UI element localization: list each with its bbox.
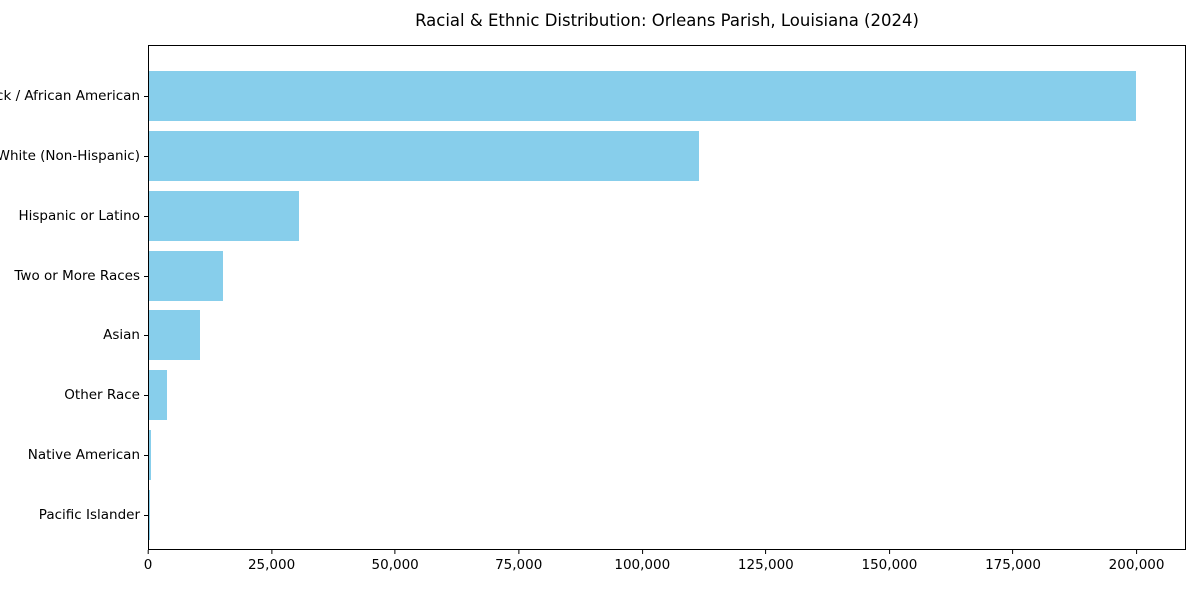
- x-tick-label: 175,000: [985, 557, 1041, 573]
- x-tick-mark: [1136, 550, 1138, 554]
- bar: [149, 190, 299, 241]
- x-tick-label: 25,000: [247, 557, 296, 573]
- y-tick-label: Other Race: [64, 387, 140, 404]
- x-tick: 25,000: [248, 550, 295, 573]
- x-tick-label: 50,000: [371, 557, 419, 573]
- x-tick: 75,000: [495, 550, 542, 573]
- bar: [149, 70, 1136, 121]
- bar-row: Native American: [28, 425, 1185, 485]
- x-tick-mark: [147, 550, 149, 554]
- y-tick-mark: [144, 515, 148, 517]
- x-tick-label: 150,000: [861, 557, 918, 573]
- y-tick-mark: [144, 95, 148, 97]
- bar: [149, 370, 168, 421]
- x-tick-label: 100,000: [614, 557, 671, 573]
- chart-title: Racial & Ethnic Distribution: Orleans Pa…: [415, 11, 919, 30]
- bar: [149, 430, 152, 481]
- x-tick-label: 0: [143, 557, 153, 573]
- y-tick-label: Two or More Races: [14, 267, 140, 284]
- x-tick-mark: [271, 550, 273, 554]
- x-tick-mark: [765, 550, 767, 554]
- y-tick-mark: [144, 395, 148, 397]
- x-axis: 0 25,000 50,000 75,000 100,000 125,000 1…: [144, 550, 1186, 580]
- bar-row: Hispanic or Latino: [18, 186, 1185, 246]
- y-tick-label: Black / African American: [0, 87, 140, 104]
- x-tick: 200,000: [1108, 550, 1165, 573]
- x-tick: 50,000: [372, 550, 419, 573]
- y-tick-mark: [144, 275, 148, 277]
- plot-area: Black / African American White (Non-Hisp…: [0, 45, 1186, 550]
- bar-row: Two or More Races: [14, 246, 1185, 306]
- y-tick-label: Pacific Islander: [38, 507, 140, 524]
- y-tick-label: Hispanic or Latino: [18, 207, 140, 224]
- bar: [149, 490, 150, 541]
- bar-row: Asian: [103, 306, 1185, 366]
- x-tick-mark: [518, 550, 520, 554]
- x-tick: 0: [143, 550, 153, 573]
- x-tick-mark: [641, 550, 643, 554]
- x-tick-label: 200,000: [1108, 557, 1165, 573]
- bar-row: Black / African American: [0, 66, 1185, 126]
- bar: [149, 130, 700, 181]
- x-tick: 100,000: [614, 550, 670, 573]
- bar: [149, 310, 200, 361]
- bar-row: Other Race: [64, 365, 1185, 425]
- x-tick: 175,000: [985, 550, 1041, 573]
- x-tick: 125,000: [738, 550, 794, 573]
- y-tick-label: White (Non-Hispanic): [0, 147, 140, 164]
- x-tick-mark: [888, 550, 890, 554]
- x-tick: 150,000: [861, 550, 918, 573]
- x-tick-mark: [1012, 550, 1014, 554]
- x-tick-label: 125,000: [737, 557, 794, 573]
- bar-row: White (Non-Hispanic): [0, 126, 1185, 186]
- y-tick-mark: [144, 155, 148, 157]
- y-tick-mark: [144, 335, 148, 337]
- x-tick-mark: [394, 550, 396, 554]
- x-tick-label: 75,000: [495, 557, 543, 573]
- y-tick-mark: [144, 215, 148, 217]
- bar-rows: Black / African American White (Non-Hisp…: [0, 46, 1185, 549]
- bar: [149, 250, 223, 301]
- y-tick-mark: [144, 455, 148, 457]
- bar-row: Pacific Islander: [39, 485, 1185, 545]
- y-tick-label: Native American: [27, 447, 140, 464]
- y-tick-label: Asian: [103, 327, 140, 344]
